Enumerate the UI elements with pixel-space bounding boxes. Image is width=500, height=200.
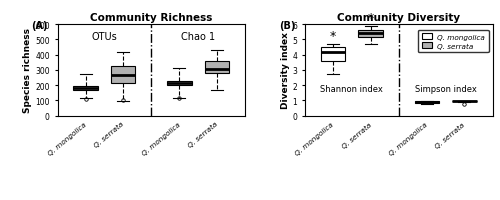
PathPatch shape (321, 48, 345, 62)
Text: Q. mongolica: Q. mongolica (388, 121, 429, 156)
PathPatch shape (414, 102, 439, 104)
Text: Simpson index: Simpson index (414, 84, 476, 93)
PathPatch shape (452, 101, 476, 102)
Text: Shannon index: Shannon index (320, 84, 384, 93)
Text: *: * (368, 12, 374, 25)
PathPatch shape (204, 62, 229, 74)
Text: Q. serrata: Q. serrata (187, 121, 219, 148)
Text: *: * (330, 30, 336, 43)
Text: (B): (B) (279, 20, 295, 30)
PathPatch shape (167, 81, 192, 86)
Text: (A): (A) (31, 20, 48, 30)
PathPatch shape (111, 67, 136, 83)
Legend: Q. mongolica, Q. serrata: Q. mongolica, Q. serrata (418, 30, 489, 53)
Text: Q. mongolica: Q. mongolica (294, 121, 335, 156)
Y-axis label: Diversity index: Diversity index (280, 32, 289, 109)
Title: Community Richness: Community Richness (90, 13, 212, 23)
PathPatch shape (74, 86, 98, 91)
Text: Q. serrata: Q. serrata (340, 121, 372, 149)
Y-axis label: Species richness: Species richness (24, 28, 32, 113)
PathPatch shape (358, 31, 383, 37)
Text: Q. mongolica: Q. mongolica (47, 121, 88, 156)
Text: OTUs: OTUs (92, 32, 117, 42)
Text: Chao 1: Chao 1 (181, 32, 215, 42)
Text: Q. serrata: Q. serrata (93, 121, 125, 148)
Title: Community Diversity: Community Diversity (337, 13, 460, 23)
Text: Q. serrata: Q. serrata (434, 121, 466, 149)
Text: Q. mongolica: Q. mongolica (140, 121, 181, 156)
